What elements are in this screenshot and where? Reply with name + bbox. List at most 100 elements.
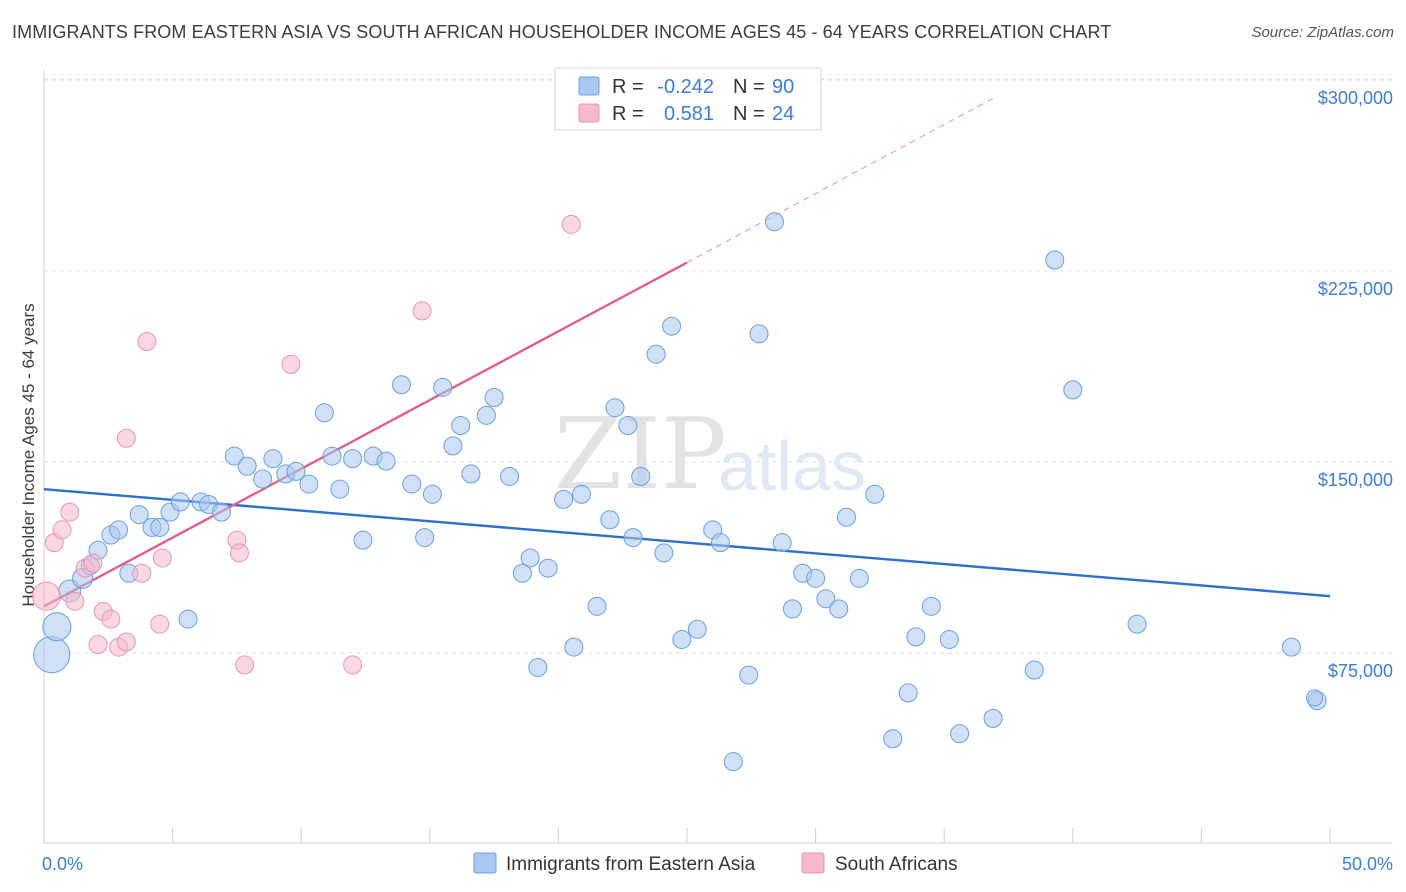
point-eastern-asia bbox=[829, 599, 849, 619]
point-eastern-asia bbox=[772, 533, 792, 553]
point-eastern-asia bbox=[605, 398, 625, 418]
trend-line-south-africans bbox=[43, 261, 688, 608]
point-eastern-asia bbox=[402, 474, 422, 494]
point-eastern-asia bbox=[443, 436, 463, 456]
y-tick-label: $75,000 bbox=[1328, 661, 1393, 681]
legend-r-value-1: 0.581 bbox=[664, 103, 714, 125]
point-south-africans bbox=[65, 591, 85, 611]
point-south-africans bbox=[152, 548, 172, 568]
point-eastern-asia bbox=[512, 563, 532, 583]
point-eastern-asia bbox=[538, 558, 558, 578]
point-eastern-asia bbox=[253, 469, 273, 489]
y-tick-labels: $75,000 $150,000 $225,000 $300,000 bbox=[1318, 88, 1393, 681]
point-eastern-asia bbox=[939, 629, 959, 649]
point-eastern-asia bbox=[672, 629, 692, 649]
point-eastern-asia bbox=[1045, 250, 1065, 270]
point-eastern-asia bbox=[286, 461, 306, 481]
series-legend-label-0: Immigrants from Eastern Asia bbox=[506, 854, 756, 875]
point-eastern-asia bbox=[343, 449, 363, 469]
point-eastern-asia bbox=[224, 446, 244, 466]
point-eastern-asia bbox=[687, 619, 707, 639]
watermark-atlas: atlas bbox=[718, 427, 866, 505]
chart-title: IMMIGRANTS FROM EASTERN ASIA VS SOUTH AF… bbox=[12, 22, 1112, 42]
point-eastern-asia bbox=[764, 212, 784, 232]
point-eastern-asia bbox=[662, 316, 682, 336]
series-legend-swatch-blue bbox=[473, 852, 497, 874]
point-eastern-asia bbox=[109, 520, 129, 540]
point-eastern-asia bbox=[1281, 637, 1301, 657]
point-eastern-asia bbox=[906, 627, 926, 647]
point-eastern-asia bbox=[723, 752, 743, 772]
point-eastern-asia bbox=[1306, 689, 1324, 707]
point-eastern-asia bbox=[1063, 380, 1083, 400]
point-eastern-asia bbox=[782, 599, 802, 619]
x-tick-labels: 0.0% 50.0% bbox=[42, 828, 1393, 874]
y-tick-label: $225,000 bbox=[1318, 279, 1393, 299]
legend-n-value-0: 90 bbox=[772, 76, 794, 98]
point-eastern-asia bbox=[710, 533, 730, 553]
data-points bbox=[32, 212, 1327, 772]
legend-n-label-1: N = bbox=[733, 103, 765, 125]
point-south-africans bbox=[132, 563, 152, 583]
point-eastern-asia bbox=[631, 466, 651, 486]
point-south-africans bbox=[229, 543, 249, 563]
point-eastern-asia bbox=[587, 596, 607, 616]
point-eastern-asia bbox=[170, 492, 190, 512]
point-eastern-asia bbox=[415, 528, 435, 548]
point-eastern-asia bbox=[33, 636, 71, 674]
point-eastern-asia bbox=[600, 510, 620, 530]
point-eastern-asia bbox=[739, 665, 759, 685]
series-legend-swatch-pink bbox=[801, 852, 825, 874]
point-eastern-asia bbox=[263, 449, 283, 469]
point-south-africans bbox=[60, 502, 80, 522]
point-south-africans bbox=[116, 428, 136, 448]
point-eastern-asia bbox=[983, 708, 1003, 728]
legend-r-value-0: -0.242 bbox=[657, 76, 714, 98]
legend-n-label-0: N = bbox=[733, 76, 765, 98]
point-eastern-asia bbox=[564, 637, 584, 657]
point-south-africans bbox=[412, 301, 432, 321]
point-eastern-asia bbox=[654, 543, 674, 563]
point-south-africans bbox=[343, 655, 363, 675]
point-eastern-asia bbox=[950, 724, 970, 744]
point-eastern-asia bbox=[921, 596, 941, 616]
legend-n-value-1: 24 bbox=[772, 103, 794, 125]
point-eastern-asia bbox=[849, 568, 869, 588]
point-south-africans bbox=[83, 553, 103, 573]
point-eastern-asia bbox=[42, 612, 72, 642]
point-eastern-asia bbox=[816, 589, 836, 609]
point-eastern-asia bbox=[178, 609, 198, 629]
point-eastern-asia bbox=[330, 479, 350, 499]
y-tick-label: $150,000 bbox=[1318, 470, 1393, 490]
series-legend-label-1: South Africans bbox=[835, 854, 958, 875]
point-eastern-asia bbox=[1127, 614, 1147, 634]
point-eastern-asia bbox=[520, 548, 540, 568]
point-eastern-asia bbox=[314, 403, 334, 423]
point-south-africans bbox=[561, 214, 581, 234]
point-eastern-asia bbox=[422, 484, 442, 504]
point-south-africans bbox=[52, 520, 72, 540]
legend-swatch-blue bbox=[578, 76, 600, 96]
x-tick-label: 0.0% bbox=[42, 854, 83, 874]
point-eastern-asia bbox=[299, 474, 319, 494]
point-eastern-asia bbox=[749, 324, 769, 344]
series-legend: Immigrants from Eastern Asia South Afric… bbox=[473, 852, 958, 875]
point-eastern-asia bbox=[451, 416, 471, 436]
trend-lines bbox=[43, 96, 1331, 608]
point-eastern-asia bbox=[392, 375, 412, 395]
point-south-africans bbox=[137, 331, 157, 351]
point-eastern-asia bbox=[646, 344, 666, 364]
stats-legend: R = -0.242 N = 90 R = 0.581 N = 24 bbox=[554, 67, 822, 131]
point-south-africans bbox=[281, 354, 301, 374]
point-eastern-asia bbox=[353, 530, 373, 550]
grid-layer bbox=[44, 78, 1392, 654]
point-eastern-asia bbox=[484, 388, 504, 408]
legend-swatch-pink bbox=[578, 103, 600, 123]
legend-r-label-0: R = bbox=[612, 76, 644, 98]
point-eastern-asia bbox=[554, 489, 574, 509]
x-tick-label: 50.0% bbox=[1342, 854, 1393, 874]
point-south-africans bbox=[101, 609, 121, 629]
point-eastern-asia bbox=[211, 502, 231, 522]
point-eastern-asia bbox=[461, 464, 481, 484]
